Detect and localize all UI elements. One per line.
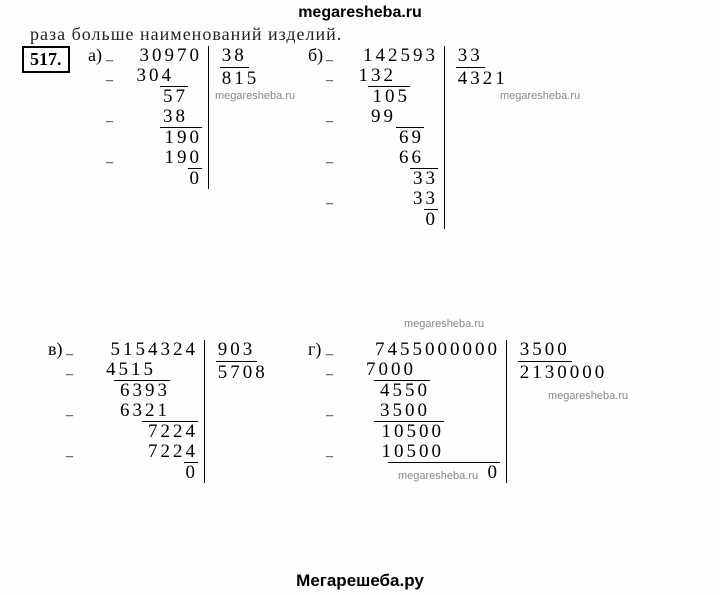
long-division-b: б) 142593– 13210599696633330 33 4321: [340, 46, 510, 229]
division-step: 4550: [340, 380, 500, 401]
partial-text-line: раза больше наименований изделий.: [30, 24, 342, 45]
division-right-column: 903 5708: [210, 340, 270, 383]
dividend: 30970–: [120, 46, 202, 66]
division-step: 4515: [80, 360, 198, 380]
division-step: 190: [120, 148, 202, 168]
division-step: 0: [340, 462, 500, 483]
quotient: 4321: [456, 68, 510, 89]
division-step: 99: [340, 107, 438, 127]
division-step: 304: [120, 66, 202, 86]
dividend: 142593–: [340, 46, 438, 66]
problem-number-box: 517.: [22, 46, 70, 73]
division-step: 7000: [340, 360, 500, 380]
part-label: а): [88, 46, 102, 65]
division-step: 33: [340, 168, 438, 189]
quotient: 815: [220, 68, 262, 89]
quotient: 2130000: [518, 362, 610, 383]
division-step: 33: [340, 189, 438, 209]
part-label: г): [308, 340, 321, 359]
division-step: 0: [340, 209, 438, 230]
quotient: 5708: [216, 362, 270, 383]
division-step: 10500: [340, 442, 500, 462]
division-steps: 70004550350010500105000: [340, 360, 500, 483]
divisor: 3500: [518, 340, 572, 362]
divisor: 33: [456, 46, 485, 68]
part-label: б): [308, 46, 323, 65]
watermark: megaresheba.ru: [404, 318, 484, 330]
watermark: megaresheba.ru: [500, 90, 580, 102]
division-work-column: 142593– 13210599696633330: [340, 46, 445, 229]
division-right-column: 33 4321: [450, 46, 510, 89]
division-work-column: 5154324– 451563936321722472240: [80, 340, 205, 483]
division-step: 132: [340, 66, 438, 86]
division-right-column: 3500 2130000: [512, 340, 610, 383]
division-step: 6393: [80, 380, 198, 401]
division-step: 105: [340, 86, 438, 107]
divisor: 903: [216, 340, 258, 362]
division-steps: 451563936321722472240: [80, 360, 198, 483]
division-steps: 30457381901900: [120, 66, 202, 189]
long-division-d: г) 7455000000– 70004550350010500105000 3…: [340, 340, 609, 483]
division-step: 0: [80, 462, 198, 483]
division-step: 7224: [80, 442, 198, 462]
part-label: в): [48, 340, 63, 359]
divisor: 38: [220, 46, 249, 68]
division-step: 38: [120, 107, 202, 127]
division-step: 6321: [80, 401, 198, 421]
division-work-column: 30970– 30457381901900: [120, 46, 209, 189]
dividend: 7455000000–: [340, 340, 500, 360]
division-step: 57: [120, 86, 202, 107]
division-step: 7224: [80, 421, 198, 442]
division-step: 66: [340, 148, 438, 168]
division-step: 69: [340, 127, 438, 148]
division-step: 0: [120, 168, 202, 189]
division-work-column: 7455000000– 70004550350010500105000: [340, 340, 507, 483]
division-steps: 13210599696633330: [340, 66, 438, 230]
site-footer: Мегарешеба.ру: [0, 571, 720, 591]
dividend: 5154324–: [80, 340, 198, 360]
division-step: 190: [120, 127, 202, 148]
division-step: 3500: [340, 401, 500, 421]
site-header: megaresheba.ru: [0, 4, 720, 22]
division-right-column: 38 815: [214, 46, 262, 89]
long-division-a: а) 30970– 30457381901900 38 815: [120, 46, 261, 189]
long-division-c: в) 5154324– 451563936321722472240 903 57…: [80, 340, 270, 483]
division-step: 10500: [340, 421, 500, 442]
